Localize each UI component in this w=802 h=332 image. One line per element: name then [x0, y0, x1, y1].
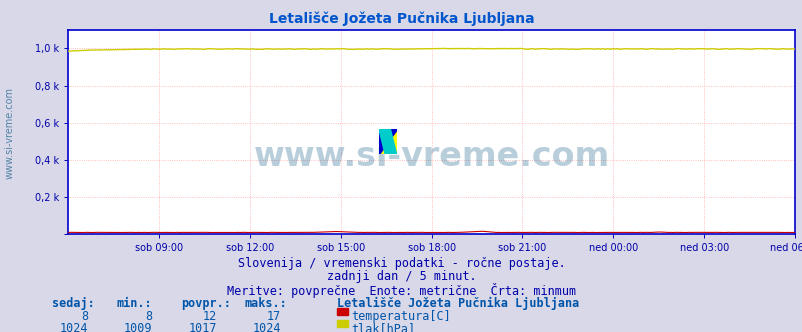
Text: temperatura[C]: temperatura[C]	[351, 310, 451, 323]
Text: Letališče Jožeta Pučnika Ljubljana: Letališče Jožeta Pučnika Ljubljana	[337, 297, 579, 310]
Polygon shape	[379, 129, 396, 154]
Text: Slovenija / vremenski podatki - ročne postaje.: Slovenija / vremenski podatki - ročne po…	[237, 257, 565, 270]
Text: 1009: 1009	[124, 322, 152, 332]
Text: Letališče Jožeta Pučnika Ljubljana: Letališče Jožeta Pučnika Ljubljana	[269, 12, 533, 26]
Text: Meritve: povprečne  Enote: metrične  Črta: minmum: Meritve: povprečne Enote: metrične Črta:…	[227, 283, 575, 297]
Text: 1024: 1024	[60, 322, 88, 332]
Polygon shape	[379, 129, 396, 154]
Text: zadnji dan / 5 minut.: zadnji dan / 5 minut.	[326, 270, 476, 283]
Text: sedaj:: sedaj:	[52, 297, 95, 310]
Text: 17: 17	[266, 310, 281, 323]
Text: 8: 8	[81, 310, 88, 323]
Polygon shape	[379, 129, 396, 154]
Text: 1017: 1017	[188, 322, 217, 332]
Text: 12: 12	[202, 310, 217, 323]
Text: min.:: min.:	[116, 297, 152, 310]
Text: 1024: 1024	[253, 322, 281, 332]
Text: www.si-vreme.com: www.si-vreme.com	[5, 87, 14, 179]
Text: povpr.:: povpr.:	[180, 297, 230, 310]
Text: 8: 8	[145, 310, 152, 323]
Text: www.si-vreme.com: www.si-vreme.com	[253, 140, 609, 173]
Text: tlak[hPa]: tlak[hPa]	[351, 322, 415, 332]
Text: maks.:: maks.:	[245, 297, 287, 310]
